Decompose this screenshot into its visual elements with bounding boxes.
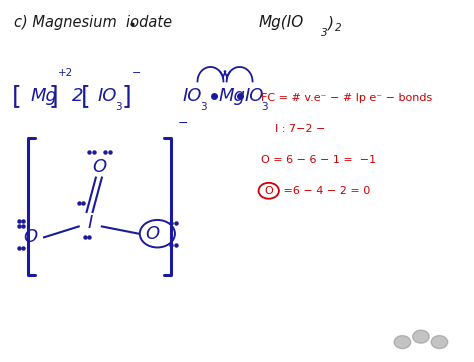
- Text: IO: IO: [182, 87, 202, 105]
- Circle shape: [412, 330, 429, 343]
- Text: O = 6 − 6 − 1 =  −1: O = 6 − 6 − 1 = −1: [261, 155, 376, 165]
- Text: [: [: [11, 84, 21, 108]
- Text: I : 7−2 −: I : 7−2 −: [275, 124, 326, 134]
- Text: Mg: Mg: [219, 87, 245, 105]
- Circle shape: [431, 336, 448, 349]
- Text: Mg: Mg: [30, 87, 57, 105]
- Text: IO: IO: [244, 87, 264, 105]
- Text: [: [: [81, 84, 91, 108]
- Text: O: O: [23, 228, 37, 246]
- Circle shape: [394, 336, 411, 349]
- Text: ): ): [328, 15, 335, 30]
- Text: 2: 2: [335, 23, 342, 33]
- Text: Mg(IO: Mg(IO: [259, 15, 304, 30]
- Text: −: −: [178, 117, 189, 130]
- Text: 2: 2: [72, 87, 83, 105]
- Text: =6 − 4 − 2 = 0: =6 − 4 − 2 = 0: [280, 186, 370, 196]
- Text: FC = # v.e⁻ − # lp e⁻ − bonds: FC = # v.e⁻ − # lp e⁻ − bonds: [261, 93, 433, 104]
- Text: ]: ]: [48, 84, 58, 108]
- Text: O: O: [264, 186, 273, 196]
- Text: 3: 3: [115, 102, 121, 113]
- Text: IO: IO: [97, 87, 117, 105]
- Text: 3: 3: [201, 102, 207, 113]
- Text: +2: +2: [58, 68, 73, 78]
- Text: c) Magnesium  iodate: c) Magnesium iodate: [14, 15, 172, 30]
- Text: 3: 3: [261, 102, 268, 113]
- Text: ]: ]: [122, 84, 131, 108]
- Text: I: I: [88, 214, 93, 232]
- Text: −: −: [132, 68, 141, 78]
- Text: 3: 3: [321, 28, 328, 38]
- Text: O: O: [146, 225, 160, 243]
- Text: O: O: [92, 158, 107, 176]
